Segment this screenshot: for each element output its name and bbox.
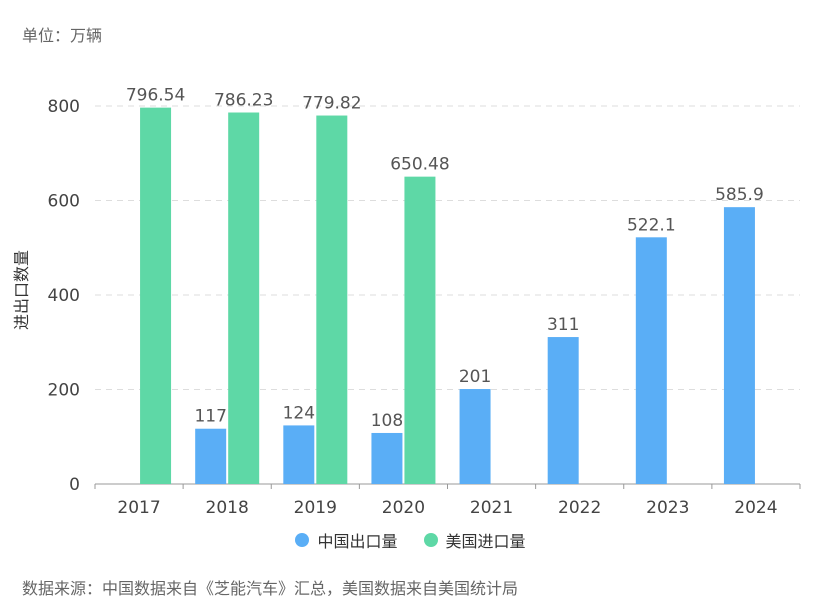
bar-usa — [316, 115, 348, 485]
y-tick-label: 200 — [48, 381, 80, 401]
y-tick-label: 600 — [48, 192, 80, 212]
x-tick-label: 2020 — [382, 498, 425, 518]
data-label-china: 311 — [547, 315, 579, 335]
bar-china — [195, 428, 227, 484]
bar-china — [635, 237, 667, 484]
y-tick-label: 400 — [48, 286, 80, 306]
x-tick-label: 2018 — [206, 498, 249, 518]
bar-usa — [140, 107, 172, 484]
x-tick-label: 2023 — [646, 498, 689, 518]
legend: 中国出口量 美国进口量 — [0, 528, 821, 552]
unit-label: 单位：万辆 — [22, 26, 103, 45]
legend-item-usa[interactable]: 美国进口量 — [423, 528, 526, 552]
bar-china — [547, 337, 579, 484]
legend-dot-usa — [423, 533, 438, 547]
x-tick-label: 2024 — [734, 498, 777, 518]
bar-china — [723, 207, 755, 485]
y-tick-label: 800 — [48, 97, 80, 117]
data-label-usa: 796.54 — [126, 86, 185, 106]
legend-label-usa: 美国进口量 — [445, 532, 526, 551]
x-tick-label: 2019 — [294, 498, 337, 518]
data-label-china: 522.1 — [627, 215, 676, 235]
bar-china — [371, 432, 403, 484]
source-note: 数据来源：中国数据来自《芝能汽车》汇总，美国数据来自美国统计局 — [22, 579, 519, 598]
data-label-china: 201 — [459, 367, 491, 387]
data-label-usa: 779.82 — [302, 94, 361, 114]
data-label-usa: 786.23 — [214, 91, 273, 111]
bar-china — [459, 389, 491, 484]
bar-usa — [228, 112, 260, 485]
legend-label-china: 中国出口量 — [317, 532, 398, 551]
x-tick-label: 2017 — [117, 498, 160, 518]
legend-dot-china — [295, 533, 310, 547]
x-tick-label: 2021 — [470, 498, 513, 518]
data-label-china: 124 — [283, 403, 315, 423]
data-label-china: 108 — [371, 411, 403, 431]
data-label-china: 585.9 — [715, 185, 764, 205]
bar-china — [283, 425, 315, 484]
data-label-china: 117 — [194, 407, 226, 427]
x-tick-label: 2022 — [558, 498, 601, 518]
y-tick-label: 0 — [69, 475, 80, 495]
data-label-usa: 650.48 — [390, 155, 449, 175]
legend-item-china[interactable]: 中国出口量 — [295, 528, 398, 552]
bar-usa — [404, 176, 436, 484]
